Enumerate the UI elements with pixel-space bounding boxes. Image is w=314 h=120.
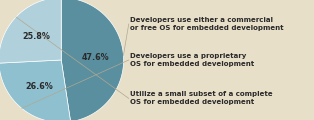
Polygon shape [61,0,124,120]
Text: Developers use either a commercial
or free OS for embedded development: Developers use either a commercial or fr… [130,17,284,31]
Polygon shape [0,60,71,120]
Text: 26.6%: 26.6% [26,82,53,91]
Text: 47.6%: 47.6% [82,53,109,62]
Text: Utilize a small subset of a complete
OS for embedded development: Utilize a small subset of a complete OS … [130,91,273,105]
Text: 25.8%: 25.8% [22,32,50,41]
Text: Developers use a proprietary
OS for embedded development: Developers use a proprietary OS for embe… [130,53,255,67]
Polygon shape [0,0,61,63]
